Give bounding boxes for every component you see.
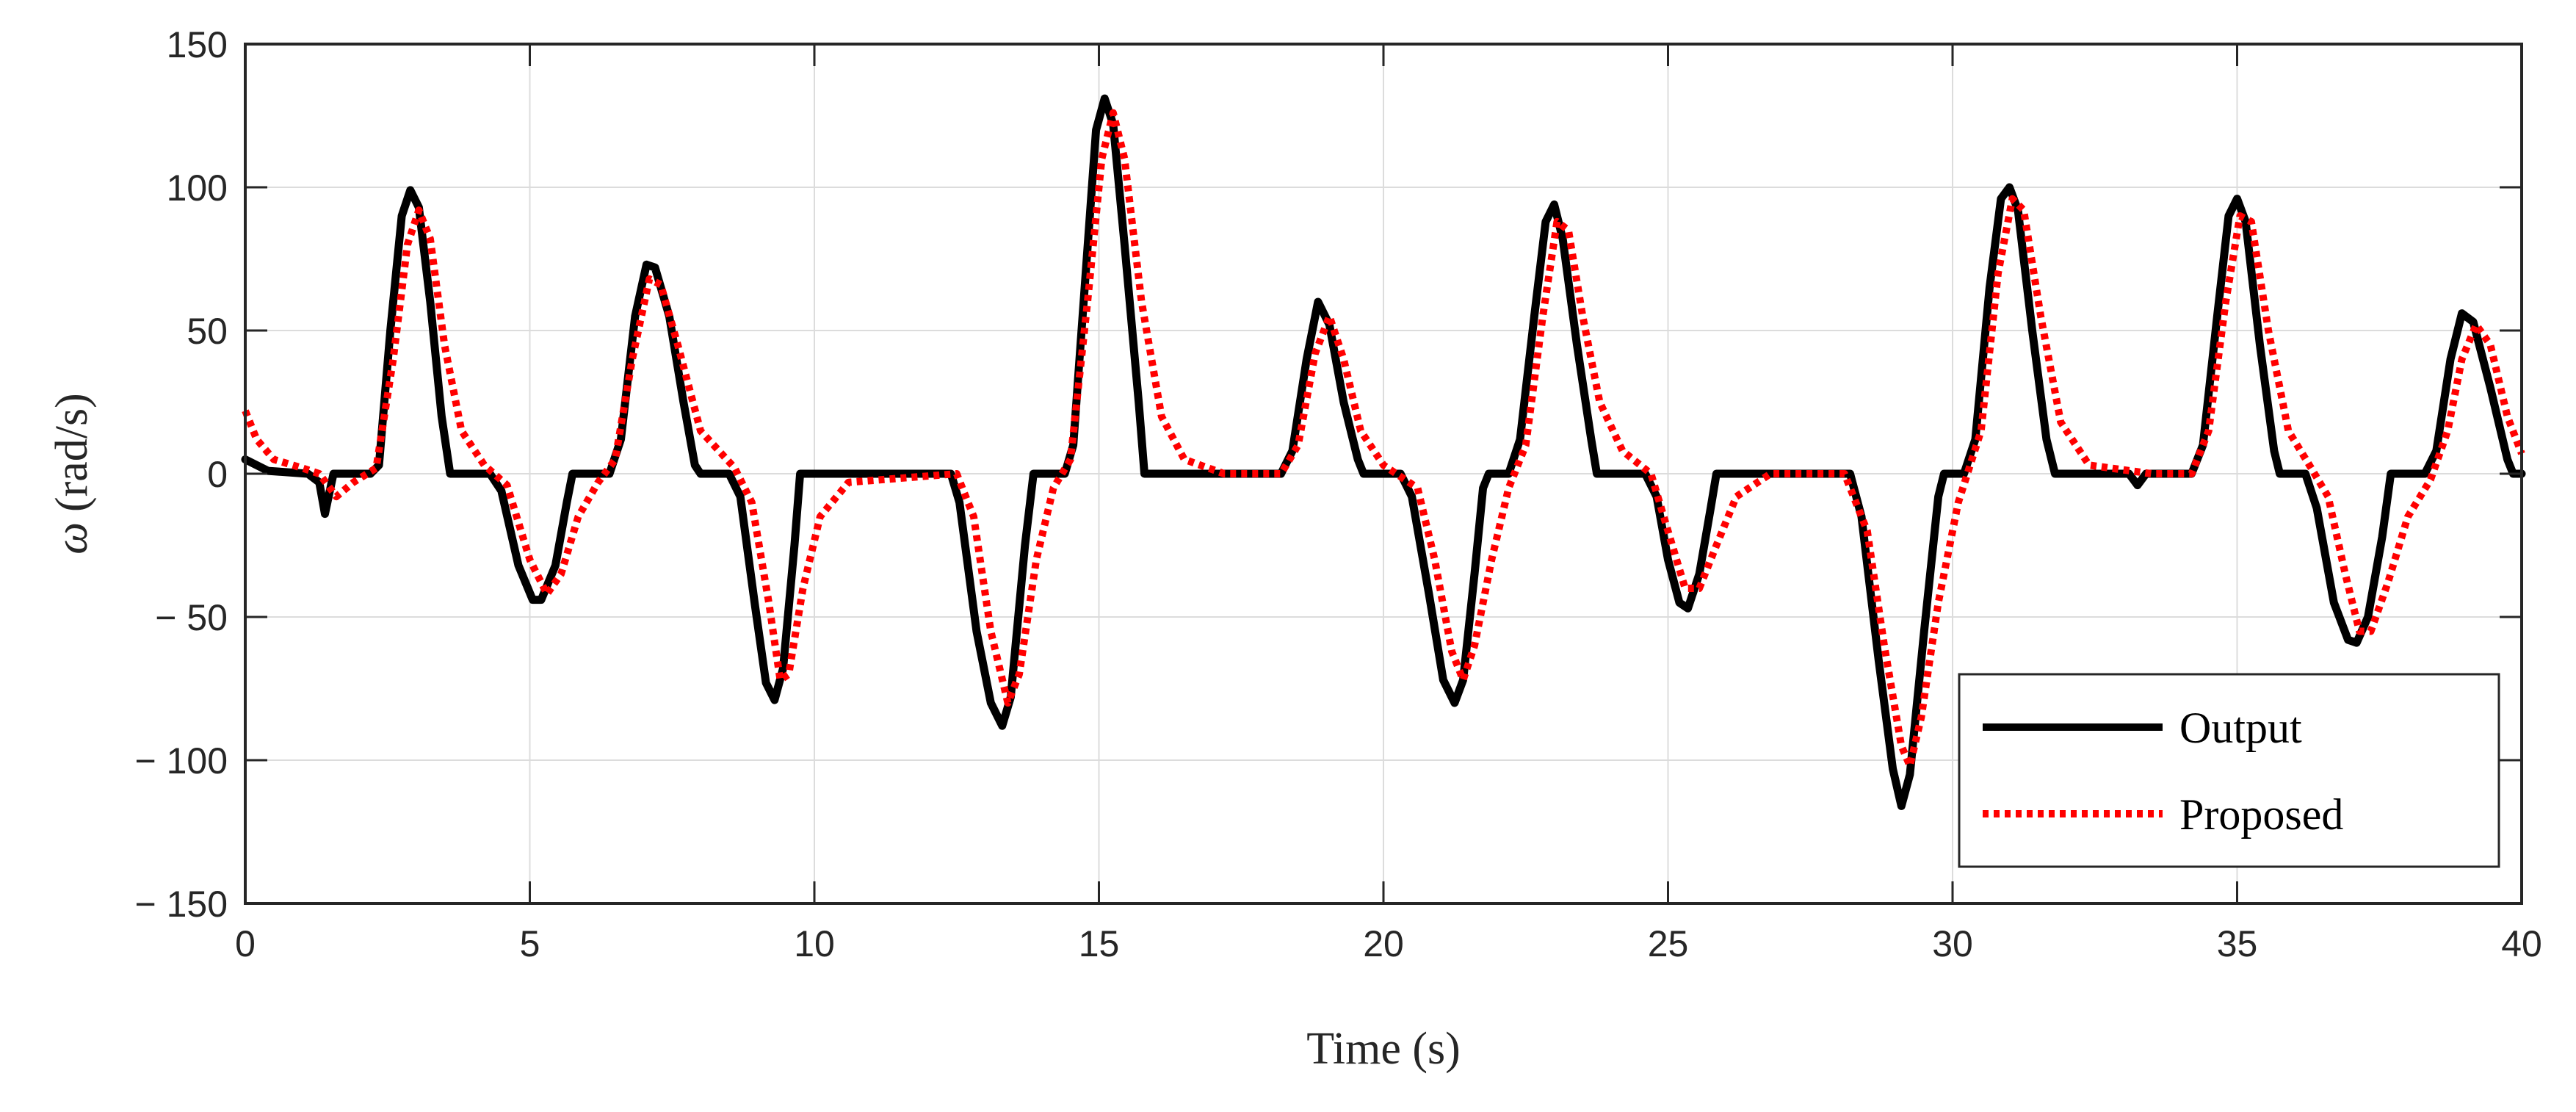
series-line-proposed	[242, 109, 2525, 770]
series-layer	[241, 94, 2526, 810]
legend-box	[1958, 673, 2500, 868]
legend-label-output: Output	[2179, 704, 2302, 752]
x-tick-label: 0	[235, 923, 256, 964]
y-axis-title: ω (rad/s)	[47, 393, 97, 555]
x-tick-label: 10	[794, 923, 835, 964]
y-axis-symbol: ω	[47, 522, 97, 555]
y-tick-label: − 100	[134, 740, 228, 781]
y-axis-unit: (rad/s)	[47, 393, 97, 512]
y-tick-labels: 150 100 50 0 − 50 − 100 − 150	[134, 24, 228, 925]
x-tick-label: 5	[520, 923, 540, 964]
y-tick-label: − 50	[155, 597, 228, 638]
y-tick-label: − 150	[134, 884, 228, 925]
x-axis-title: Time (s)	[1306, 1024, 1461, 1074]
y-tick-label: 100	[167, 167, 228, 209]
x-tick-label: 40	[2501, 923, 2542, 964]
x-tick-label: 15	[1079, 923, 1120, 964]
y-tick-label: 0	[207, 454, 228, 495]
legend: Output Proposed	[1958, 673, 2500, 868]
x-tick-label: 20	[1363, 923, 1404, 964]
x-tick-label: 30	[1932, 923, 1973, 964]
x-tick-label: 35	[2217, 923, 2258, 964]
x-tick-labels: 0 5 10 15 20 25 30 35 40	[235, 923, 2542, 964]
x-tick-label: 25	[1648, 923, 1689, 964]
legend-label-proposed: Proposed	[2179, 790, 2343, 839]
tick-marks	[244, 43, 2523, 905]
y-tick-label: 50	[187, 311, 228, 352]
y-tick-label: 150	[167, 24, 228, 65]
